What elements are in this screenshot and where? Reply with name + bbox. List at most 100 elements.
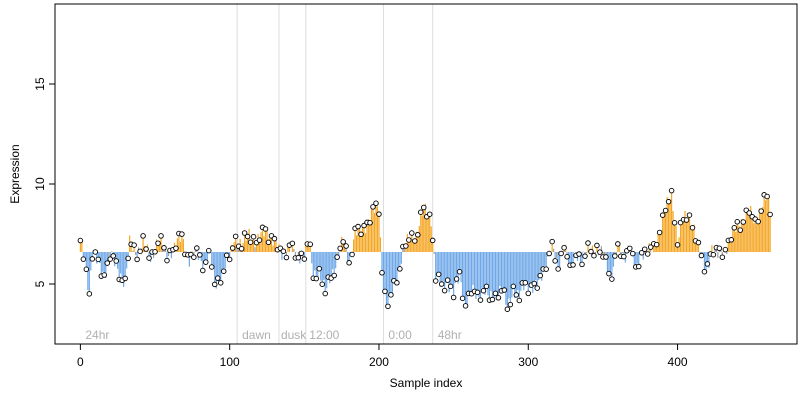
- data-point: [429, 237, 436, 244]
- data-point: [710, 251, 717, 258]
- data-point: [591, 252, 597, 259]
- data-point: [271, 235, 278, 242]
- data-point: [92, 249, 99, 255]
- data-point: [537, 272, 543, 279]
- phase-boundaries: [236, 4, 434, 344]
- data-point: [217, 280, 224, 286]
- data-point: [606, 270, 612, 277]
- data-point: [447, 283, 454, 290]
- x-tick-label: 400: [668, 355, 688, 369]
- data-point: [313, 275, 320, 282]
- data-point: [179, 231, 185, 237]
- data-point: [316, 265, 323, 272]
- data-point: [403, 243, 409, 249]
- data-point: [262, 226, 269, 232]
- data-point: [758, 208, 764, 214]
- data-point: [206, 247, 212, 254]
- data-point: [421, 204, 427, 211]
- data-point: [462, 303, 469, 309]
- data-point: [283, 254, 290, 261]
- y-tick-label: 5: [33, 280, 47, 287]
- data-point: [110, 253, 116, 259]
- data-point: [731, 225, 738, 231]
- data-point: [609, 276, 615, 282]
- data-point: [134, 256, 140, 263]
- data-point: [137, 248, 143, 255]
- data-point: [492, 290, 499, 297]
- data-point: [701, 268, 708, 275]
- phase-label: dusk: [281, 328, 307, 342]
- data-point: [531, 280, 537, 287]
- x-tick-label: 200: [369, 355, 389, 369]
- data-point: [382, 288, 388, 295]
- data-point: [627, 245, 633, 252]
- data-point: [722, 246, 729, 253]
- data-point: [89, 256, 96, 262]
- data-point: [755, 218, 761, 225]
- data-point: [603, 254, 609, 260]
- data-point: [501, 287, 508, 293]
- data-point: [241, 230, 248, 236]
- data-point: [265, 239, 272, 246]
- data-point: [570, 262, 576, 268]
- data-point: [340, 239, 346, 245]
- data-point: [355, 223, 361, 230]
- x-tick-label: 100: [220, 355, 240, 369]
- data-point: [653, 241, 660, 248]
- data-point: [143, 246, 149, 252]
- data-point: [406, 237, 412, 243]
- data-point: [197, 252, 203, 258]
- data-point: [621, 253, 627, 260]
- data-point: [695, 239, 702, 246]
- data-point: [582, 253, 588, 259]
- data-point: [656, 229, 663, 236]
- data-point: [194, 245, 200, 251]
- data-point: [244, 233, 251, 240]
- data-point: [209, 264, 215, 270]
- data-point: [686, 212, 693, 218]
- data-point: [612, 253, 618, 259]
- data-point: [322, 290, 328, 297]
- plot-frame: [54, 3, 798, 345]
- data-point: [450, 294, 457, 301]
- data-point: [644, 251, 651, 257]
- phase-label: 48hr: [438, 328, 462, 342]
- data-point: [683, 217, 690, 223]
- data-point: [250, 233, 257, 240]
- data-point: [579, 261, 585, 268]
- data-point: [728, 237, 735, 243]
- data-point: [376, 211, 382, 217]
- data-point: [214, 275, 221, 281]
- data-point: [638, 249, 645, 256]
- data-point: [385, 303, 391, 310]
- data-point: [80, 256, 87, 262]
- data-point: [546, 250, 552, 257]
- phase-label: 12:00: [309, 328, 339, 342]
- data-point: [211, 281, 218, 288]
- data-point: [516, 297, 523, 304]
- data-point: [191, 254, 197, 260]
- data-point: [555, 266, 561, 272]
- data-point: [343, 243, 349, 249]
- data-point: [564, 254, 570, 260]
- data-point: [173, 245, 179, 251]
- data-point: [122, 275, 128, 282]
- data-point: [662, 207, 669, 214]
- data-point: [630, 250, 636, 257]
- data-point: [155, 240, 161, 246]
- data-point: [704, 261, 711, 267]
- data-point: [716, 245, 723, 252]
- data-point: [504, 306, 511, 312]
- data-point: [140, 233, 146, 239]
- data-point: [659, 212, 666, 218]
- data-point: [238, 246, 245, 252]
- data-point: [200, 267, 206, 274]
- data-point: [543, 266, 549, 272]
- data-point: [86, 291, 93, 297]
- data-point: [104, 260, 111, 266]
- data-point: [594, 242, 600, 249]
- data-point: [418, 209, 424, 215]
- phase-label: dawn: [242, 328, 271, 342]
- data-point: [513, 292, 520, 298]
- data-point: [641, 246, 648, 252]
